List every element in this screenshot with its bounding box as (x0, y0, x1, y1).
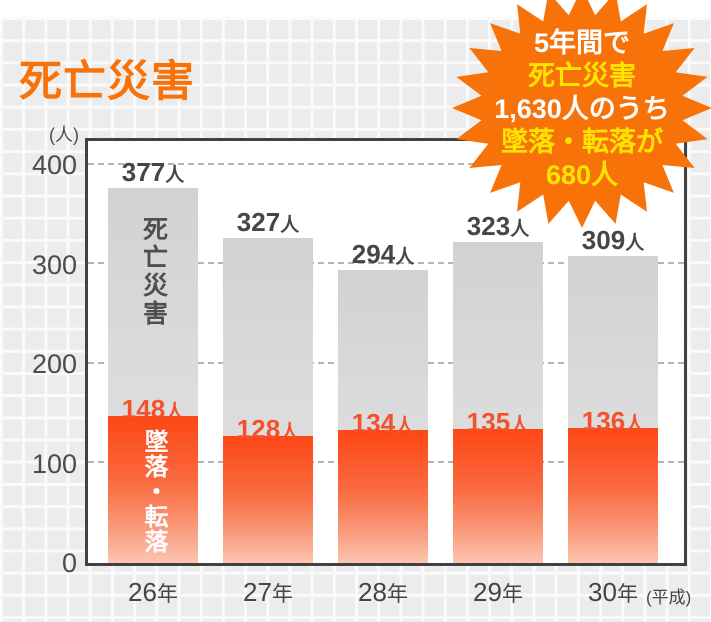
x-label-29年: 29年 (473, 577, 523, 607)
summary-badge: 5年間で 死亡災害 1,630人のうち 墜落・転落が 680人 (451, 0, 711, 229)
badge-line-2: 死亡災害 (528, 61, 636, 91)
bar-total-label: 309人 (581, 225, 645, 255)
starburst-icon (452, 0, 711, 228)
x-label-30年: 30年 (588, 577, 638, 607)
bar-falls-segment (223, 436, 313, 563)
y-axis: 400 300 200 100 0 (0, 141, 79, 578)
bar-falls-segment (453, 429, 543, 563)
series-name-total: 死亡災害 (139, 216, 168, 328)
y-axis-unit-label: (人) (49, 125, 79, 145)
gridline-400 (88, 163, 684, 165)
badge-line-3: 1,630人のうち (494, 94, 670, 124)
page-title: 死亡災害 (19, 58, 195, 106)
bar-group-26年: 墜落・転落 死亡災害 377人 148人 (108, 159, 198, 563)
bar-falls-label: 136人 (581, 406, 645, 436)
x-axis: 26年 27年 28年 29年 30年 (88, 577, 684, 607)
bar-group-29年: 323人 135人 (453, 213, 543, 563)
bar-group-27年: 327人 128人 (223, 209, 313, 563)
y-tick-200: 200 (31, 349, 77, 379)
bar-falls-segment (338, 430, 428, 563)
bar-falls-label: 134人 (351, 408, 415, 438)
y-tick-100: 100 (31, 449, 77, 479)
x-label-28年: 28年 (358, 577, 408, 607)
badge-line-4: 墜落・転落が (501, 127, 663, 157)
bar-total-label: 294人 (351, 239, 415, 269)
badge-line-5: 680人 (545, 160, 619, 190)
bars-layer: 墜落・転落 死亡災害 377人 148人 327人 128人 294人 134人 323人 135… (88, 141, 684, 563)
bar-falls-label: 128人 (236, 414, 300, 444)
y-tick-300: 300 (31, 250, 77, 280)
series-name-falls: 墜落・転落 (140, 429, 167, 554)
bar-total-label: 323人 (466, 211, 530, 241)
badge-text: 5年間で 死亡災害 1,630人のうち 墜落・転落が 680人 (451, 27, 711, 192)
y-tick-400: 400 (31, 150, 77, 180)
bar-falls-label: 135人 (466, 407, 530, 437)
bar-group-28年: 294人 134人 (338, 241, 428, 563)
bar-falls-label: 148人 (121, 394, 185, 424)
bar-falls-segment (568, 428, 658, 563)
bar-falls-segment: 墜落・転落 (108, 416, 198, 563)
bar-group-30年: 309人 136人 (568, 227, 658, 563)
x-label-27年: 27年 (243, 577, 293, 607)
era-note-label: (平成) (646, 588, 692, 607)
bar-total-label: 327人 (236, 207, 300, 237)
badge-line-1: 5年間で (533, 28, 631, 58)
y-tick-0: 0 (61, 548, 77, 578)
bar-total-label: 377人 (121, 157, 185, 187)
gridline-300 (88, 262, 684, 264)
x-label-26年: 26年 (128, 577, 178, 607)
